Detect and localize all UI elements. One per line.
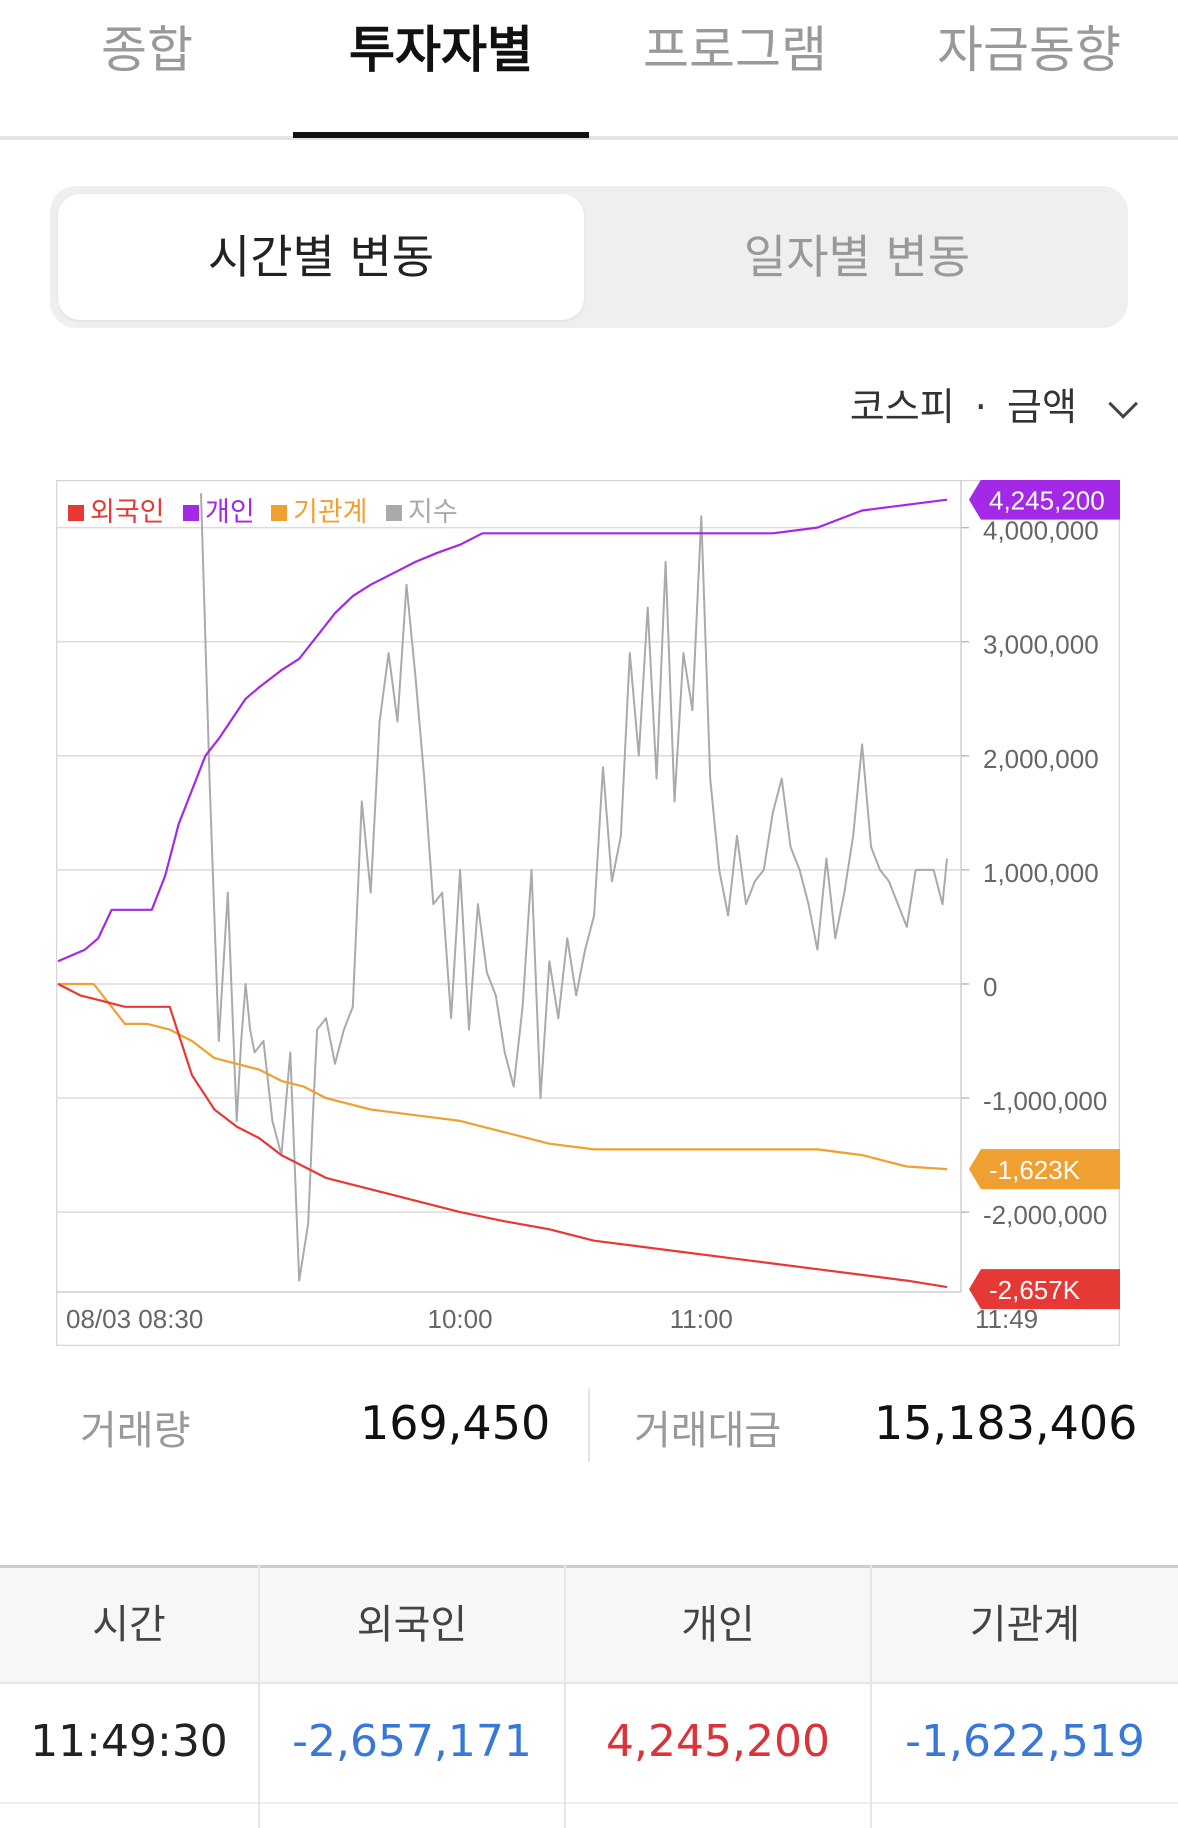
x-tick-label: 08/03 08:30: [66, 1304, 203, 1334]
end-value-badge: [969, 479, 1136, 520]
column-divider: [258, 1565, 260, 1828]
series-line-3: [200, 493, 948, 1282]
market-metric-dropdown[interactable]: 코스피 · 금액: [849, 376, 1139, 431]
y-tick-label: 0: [983, 972, 997, 1002]
column-divider: [870, 1565, 872, 1828]
end-value-badge: [969, 1269, 1136, 1310]
legend-swatch: [183, 505, 199, 521]
x-tick-label: 11:00: [670, 1304, 733, 1334]
header-time: 시간: [92, 1602, 166, 1648]
header-foreign: 외국인: [356, 1602, 468, 1648]
tab-overview[interactable]: 종합: [101, 21, 193, 79]
metric-label: 금액: [1006, 385, 1077, 429]
header-individual: 개인: [681, 1602, 755, 1648]
tab-investor[interactable]: 투자자별: [349, 21, 533, 79]
legend-label: 지수: [408, 497, 458, 527]
end-value-label: 4,245,200: [989, 486, 1105, 516]
tab-fund-flow[interactable]: 자금동향: [937, 21, 1121, 79]
legend-swatch: [386, 505, 402, 521]
tab-program[interactable]: 프로그램: [643, 21, 827, 79]
column-divider: [564, 1565, 566, 1828]
cell-time: 11:49:30: [30, 1716, 228, 1767]
amount-label: 거래대금: [634, 1408, 782, 1454]
series-line-1: [57, 983, 948, 1289]
series-line-0: [57, 498, 948, 963]
active-tab-indicator: [293, 132, 589, 138]
trade-stats: 거래량 169,450 거래대금 15,183,406: [0, 1388, 1178, 1478]
y-tick-label: 3,000,000: [983, 630, 1099, 660]
period-segmented-control: 시간별 변동 일자별 변동: [50, 186, 1128, 328]
table-row[interactable]: 11:49:30 -2,657,171 4,245,200 -1,622,519: [0, 1682, 1178, 1804]
chart-svg: 4,000,000 3,000,000 2,000,000 1,000,000 0 -1,…: [55, 479, 1136, 1347]
end-value-badge: [969, 1149, 1136, 1190]
segment-daily[interactable]: 일자별 변동: [743, 230, 971, 284]
series-line-2: [58, 982, 948, 1171]
segment-hourly[interactable]: 시간별 변동: [58, 194, 584, 320]
stats-divider: [588, 1388, 590, 1462]
chart-frame: [55, 479, 1121, 1347]
amount-value: 15,183,406: [874, 1396, 1138, 1450]
cell-individual: 4,245,200: [606, 1716, 830, 1767]
legend-swatch: [271, 505, 287, 521]
legend-label: 개인: [205, 497, 255, 527]
y-tick-label: 2,000,000: [983, 744, 1099, 774]
end-value-label: -2,657K: [989, 1275, 1081, 1305]
y-tick-label: 4,000,000: [983, 516, 1099, 546]
legend-label: 외국인: [90, 497, 165, 527]
volume-value: 169,450: [360, 1396, 551, 1450]
x-tick-label: 10:00: [428, 1304, 493, 1334]
cell-institution: -1,622,519: [905, 1716, 1145, 1767]
top-tabs: 종합 투자자별 프로그램 자금동향: [0, 0, 1178, 140]
cell-foreign: -2,657,171: [292, 1716, 532, 1767]
header-institution: 기관계: [969, 1602, 1081, 1648]
y-tick-label: 1,000,000: [983, 858, 1099, 888]
volume-label: 거래량: [80, 1408, 191, 1454]
market-label: 코스피: [849, 385, 955, 429]
chevron-down-icon: [1108, 388, 1139, 419]
y-tick-label: -1,000,000: [983, 1086, 1107, 1116]
legend-swatch: [68, 505, 84, 521]
table-header: 시간 외국인 개인 기관계: [0, 1565, 1178, 1684]
separator-dot: ·: [974, 385, 987, 429]
investor-chart: 4,000,000 3,000,000 2,000,000 1,000,000 0 -1,…: [55, 479, 1136, 1347]
y-tick-label: -2,000,000: [983, 1200, 1107, 1230]
legend-label: 기관계: [293, 497, 368, 527]
end-value-label: -1,623K: [989, 1155, 1081, 1185]
